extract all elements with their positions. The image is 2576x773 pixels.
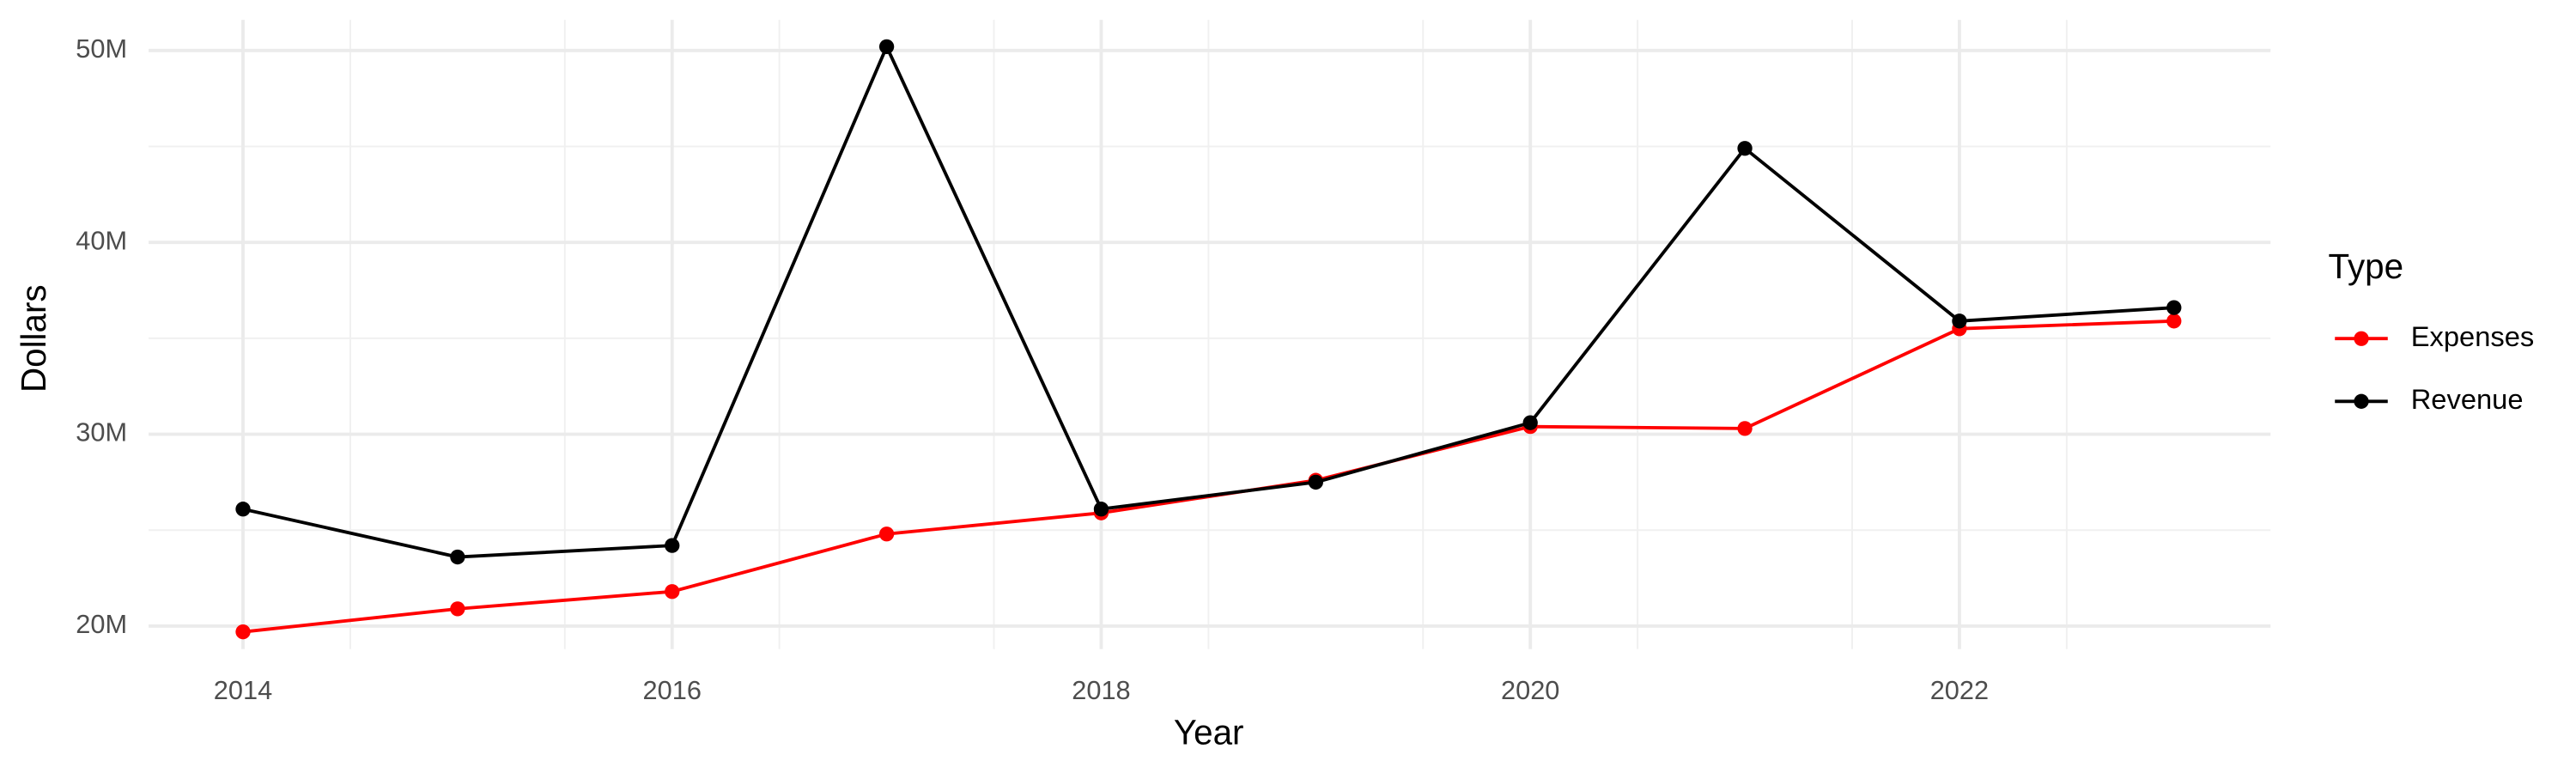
y-tick-label: 50M (76, 33, 127, 64)
data-point (1308, 474, 1323, 490)
data-point (878, 39, 895, 55)
data-point (665, 538, 680, 553)
data-point (235, 624, 251, 640)
x-tick-label: 2020 (1501, 675, 1559, 705)
data-point (2166, 313, 2182, 329)
legend-title: Type (2329, 247, 2404, 286)
data-point (1522, 415, 1538, 430)
x-tick-label: 2014 (214, 675, 272, 705)
y-tick-label: 20M (76, 609, 127, 639)
data-point (235, 502, 251, 517)
data-point (450, 549, 465, 565)
y-tick-label: 30M (76, 417, 127, 447)
grid (149, 20, 2271, 649)
data-point (665, 584, 680, 600)
x-tick-label: 2022 (1930, 675, 1989, 705)
legend-key-point (2354, 331, 2369, 346)
legend-label: Expenses (2411, 320, 2535, 352)
data-point (878, 526, 895, 542)
data-point (1952, 313, 1967, 329)
x-tick-label: 2016 (643, 675, 702, 705)
x-axis-title: Year (1174, 712, 1244, 752)
x-tick-label: 2018 (1072, 675, 1130, 705)
y-axis-title: Dollars (14, 284, 53, 393)
data-point (1737, 141, 1753, 156)
data-point (450, 601, 465, 617)
lines (235, 39, 2182, 640)
legend-key-point (2354, 393, 2369, 409)
data-point (2166, 300, 2182, 315)
y-tick-label: 40M (76, 225, 127, 255)
data-point (1093, 502, 1109, 517)
legend-label: Revenue (2411, 383, 2524, 415)
series-line (242, 42, 2174, 559)
data-point (1737, 421, 1753, 436)
